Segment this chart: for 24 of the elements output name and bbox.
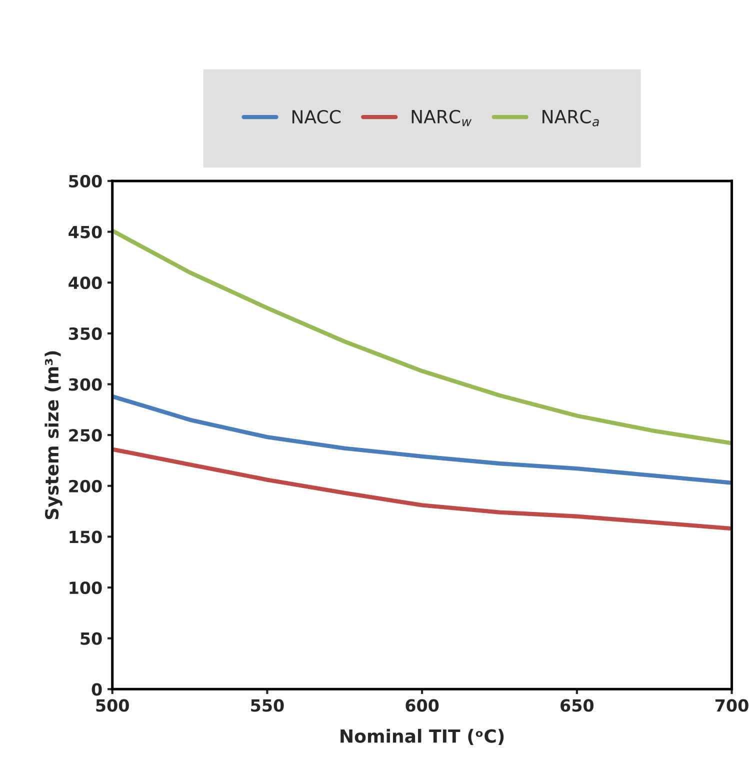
y-tick-label: 450 xyxy=(68,226,102,238)
y-tick-label: 400 xyxy=(68,276,102,290)
line-series xyxy=(112,228,732,446)
y-tick-label: 300 xyxy=(68,378,102,391)
x-tick-label: 550 xyxy=(251,699,284,712)
y-axis-title: System size (m³) xyxy=(44,351,62,520)
legend-label: NACC xyxy=(292,110,340,124)
y-tick-label: 500 xyxy=(69,174,102,188)
x-tick-label: 600 xyxy=(406,699,439,712)
y-tick-label: 250 xyxy=(69,429,102,442)
x-tick-label: 650 xyxy=(560,699,594,712)
x-tick-label: 700 xyxy=(715,699,748,712)
legend-label: NARC$_{a}$ xyxy=(542,110,599,126)
x-axis-title: Nominal TIT (ᵒC) xyxy=(340,728,504,745)
line-series xyxy=(112,447,732,531)
legend-label: NARC$_{w}$ xyxy=(412,110,472,126)
y-tick-label: 100 xyxy=(70,581,102,594)
y-tick-label: 200 xyxy=(69,480,102,492)
y-tick-label: 50 xyxy=(80,632,102,645)
y-tick-label: 0 xyxy=(92,683,102,696)
x-tick-label: 500 xyxy=(96,699,129,712)
y-tick-label: 350 xyxy=(68,327,102,340)
line-series xyxy=(112,394,732,485)
y-tick-label: 150 xyxy=(70,530,102,544)
